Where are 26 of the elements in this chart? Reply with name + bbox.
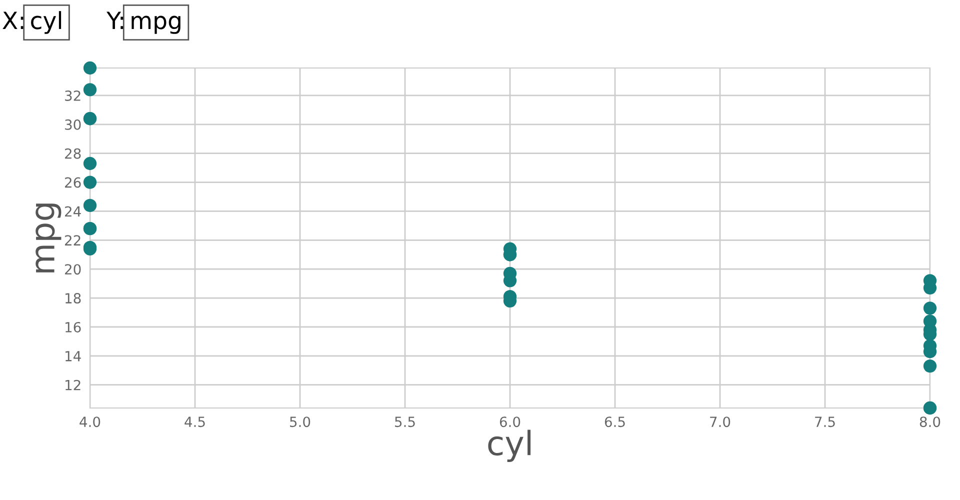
x-tick-label: 7.5	[815, 416, 835, 428]
y-tick-label: 32	[65, 90, 80, 101]
y-tick-label: 16	[66, 322, 81, 332]
x-tick-label: 5.5	[395, 416, 415, 428]
text: Y:	[106, 12, 124, 30]
text: cyl	[31, 11, 62, 34]
x-axis-title: cyl	[488, 430, 531, 462]
y-tick-label: 24	[65, 206, 81, 217]
x-tick-label: 6.5	[604, 416, 625, 428]
y-tick-label: 26	[65, 177, 81, 188]
x-tick-label: 4.5	[184, 416, 205, 428]
y-tick-label: 28	[65, 148, 81, 159]
x-tick-label: 8.0	[920, 416, 940, 428]
x-tick-label: 7.0	[710, 416, 730, 428]
x-tick-label: 6.0	[500, 416, 520, 428]
y-tick-label: 18	[66, 293, 81, 304]
y-tick-label: 14	[66, 351, 81, 362]
y-tick-label: 30	[65, 119, 81, 130]
text: X:	[2, 12, 24, 30]
x-tick-label: 4.0	[80, 416, 100, 428]
y-axis-title: mpg	[36, 204, 62, 272]
y-tick-label: 22	[65, 235, 80, 246]
text: mpg	[132, 16, 180, 34]
x-tick-label: 5.0	[290, 416, 310, 428]
y-tick-label: 20	[65, 264, 81, 275]
y-tick-label: 12	[66, 380, 80, 390]
